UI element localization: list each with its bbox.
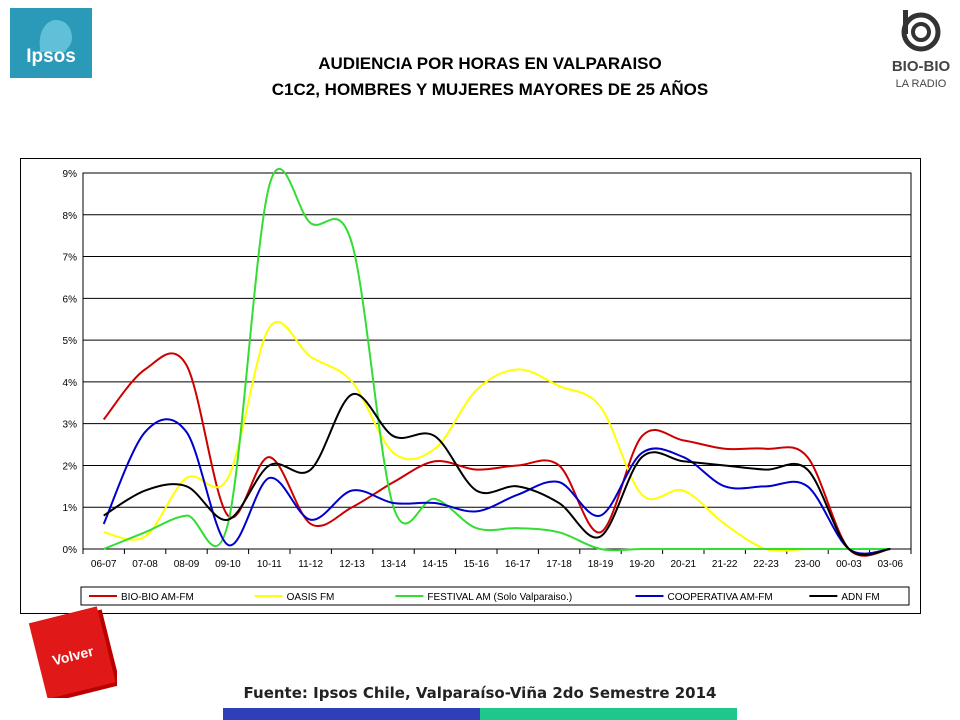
series-line-5 (103, 393, 891, 556)
legend-label-4: COOPERATIVA AM-FM (667, 592, 772, 603)
x-tick-label: 03-06 (878, 559, 904, 570)
x-tick-label: 06-07 (91, 559, 117, 570)
x-tick-label: 13-14 (381, 559, 407, 570)
ipsos-head-icon (39, 20, 72, 52)
page-title-line1: AUDIENCIA POR HORAS EN VALPARAISO (318, 54, 662, 73)
y-tick-label: 5% (63, 336, 78, 347)
series-line-1 (102, 352, 891, 557)
chart-frame: 0% 1% 2% 3% 4% 5% 6% 7% 8% 9% 06-07 07-08 08-09 09-10… (20, 158, 921, 614)
x-tick-label: 23-00 (795, 559, 821, 570)
x-tick-label: 16-17 (505, 559, 531, 570)
x-tick-label: 12-13 (339, 559, 365, 570)
x-tick-label: 21-22 (712, 559, 738, 570)
x-tick-label: 11-12 (298, 559, 323, 570)
page-title-line2: C1C2, HOMBRES Y MUJERES MAYORES DE 25 AÑ… (271, 80, 709, 99)
x-tick-label: 17-18 (546, 559, 572, 570)
x-tick-label: 07-08 (132, 559, 158, 570)
y-tick-label: 7% (63, 253, 78, 264)
volver-button[interactable]: Volver (25, 606, 117, 698)
x-tick-label: 14-15 (422, 559, 448, 570)
x-tick-label: 10-11 (257, 559, 282, 570)
legend-box (80, 586, 910, 606)
legend-label-3: FESTIVAL AM (Solo Valparaiso.) (427, 592, 572, 603)
x-tick-label: 20-21 (671, 559, 697, 570)
footer-bar-blue (223, 708, 480, 720)
biobio-logo (901, 10, 941, 52)
legend-label-5: ADN FM (841, 592, 879, 603)
series-line-4 (102, 418, 891, 555)
x-tick-label: 15-16 (464, 559, 490, 570)
biobio-icon (901, 10, 941, 52)
x-tick-label: 18-19 (588, 559, 614, 570)
audience-line-chart: 0% 1% 2% 3% 4% 5% 6% 7% 8% 9% 06-07 07-08 08-09 09-10… (63, 167, 912, 606)
series-line-2 (103, 321, 891, 552)
y-tick-label: 0% (63, 545, 78, 556)
y-tick-label: 8% (63, 211, 78, 222)
ipsos-logo-text: Ipsos (26, 46, 76, 67)
y-tick-label: 6% (63, 294, 78, 305)
y-tick-label: 1% (63, 503, 78, 514)
legend-label-2: OASIS FM (287, 592, 335, 603)
y-tick-label: 2% (63, 461, 78, 472)
biobio-logo-subtitle: LA RADIO (895, 78, 947, 90)
footer-bar-green (480, 708, 737, 720)
x-tick-label: 08-09 (174, 559, 200, 570)
y-tick-label: 9% (63, 169, 78, 180)
source-caption: Fuente: Ipsos Chile, Valparaíso-Viña 2do… (243, 684, 717, 702)
y-tick-label: 3% (63, 420, 78, 431)
y-tick-label: 4% (63, 378, 78, 389)
legend-label-1: BIO-BIO AM-FM (121, 592, 194, 603)
x-tick-label: 22-23 (753, 559, 779, 570)
ipsos-logo (10, 8, 92, 78)
biobio-logo-name: BIO-BIO (891, 58, 951, 75)
x-tick-label: 09-10 (215, 559, 241, 570)
series-line-3 (103, 167, 891, 552)
x-tick-label: 19-20 (629, 559, 655, 570)
x-tick-label: 00-03 (836, 559, 862, 570)
